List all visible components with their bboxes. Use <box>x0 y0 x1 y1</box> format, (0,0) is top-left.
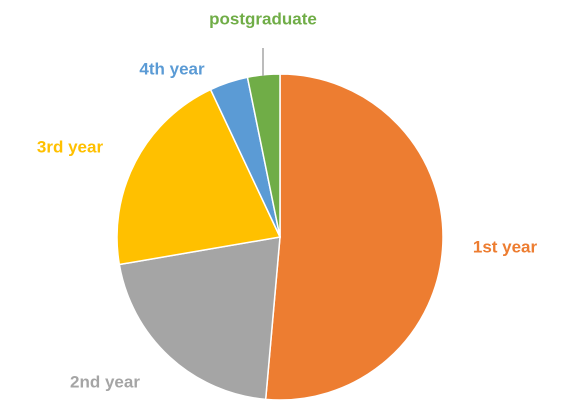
slice-label: 2nd year <box>70 372 140 391</box>
pie-slice <box>118 236 281 401</box>
pie-slice <box>116 88 282 266</box>
slice-label: 3rd year <box>37 137 104 156</box>
slice-label: 4th year <box>139 59 205 78</box>
pie-slice <box>264 73 444 401</box>
slice-label: 1st year <box>473 237 538 256</box>
slice-label: postgraduate <box>209 9 317 28</box>
